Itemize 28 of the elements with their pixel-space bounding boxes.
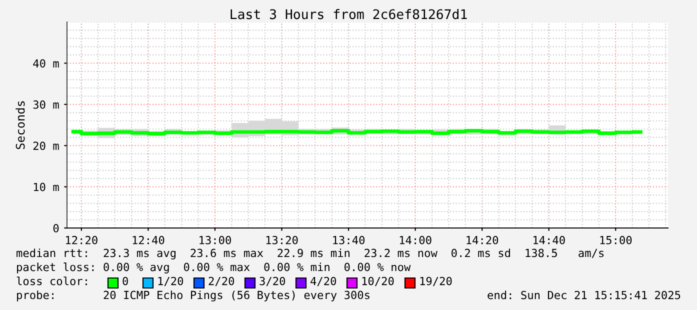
y-axis-title: Seconds — [16, 101, 25, 150]
text: probe: 20 ICMP Echo Pings (56 Bytes) every 300s — [17, 290, 370, 302]
y-tick-label: 20 m — [33, 142, 59, 150]
text: loss color: — [16, 276, 87, 286]
x-tick-label: 14:20 — [466, 236, 498, 244]
text: end: Sun Dec 21 15:15:41 2025 — [488, 290, 680, 300]
x-tick-label: 13:40 — [333, 236, 365, 244]
x-tick-label: 13:00 — [200, 236, 231, 244]
x-tick-label: 15:00 — [600, 236, 632, 244]
x-tick-label: 14:40 — [533, 236, 565, 244]
y-tick-label: 0 — [53, 224, 59, 232]
text: 3/20 — [260, 276, 286, 286]
text: 4/20 — [310, 276, 336, 286]
x-tick-label: 12:20 — [66, 236, 98, 244]
x-tick-label: 13:20 — [266, 236, 298, 244]
x-tick-label: 14:00 — [400, 236, 432, 244]
text: median rtt: 23.3 ms avg 23.6 ms max 22.9 ms min 23.2 ms now 0.2 ms sd 138.5 am/s — [16, 248, 604, 260]
text: 1/20 — [158, 276, 184, 286]
text: packet loss: 0.00 % avg 0.00 % max 0.00 % min 0.00 % now — [17, 262, 411, 274]
chart-title: Last 3 Hours from 2c6ef81267d1 — [230, 8, 467, 20]
y-tick-label: 30 m — [33, 100, 59, 109]
x-tick-label: 12:40 — [132, 236, 164, 244]
text: 10/20 — [362, 276, 394, 286]
text: 2/20 — [208, 276, 234, 286]
y-tick-label: 40 m — [33, 59, 59, 68]
text: 19/20 — [420, 276, 452, 286]
text: 0 — [122, 276, 128, 286]
y-tick-label: 10 m — [34, 182, 59, 192]
